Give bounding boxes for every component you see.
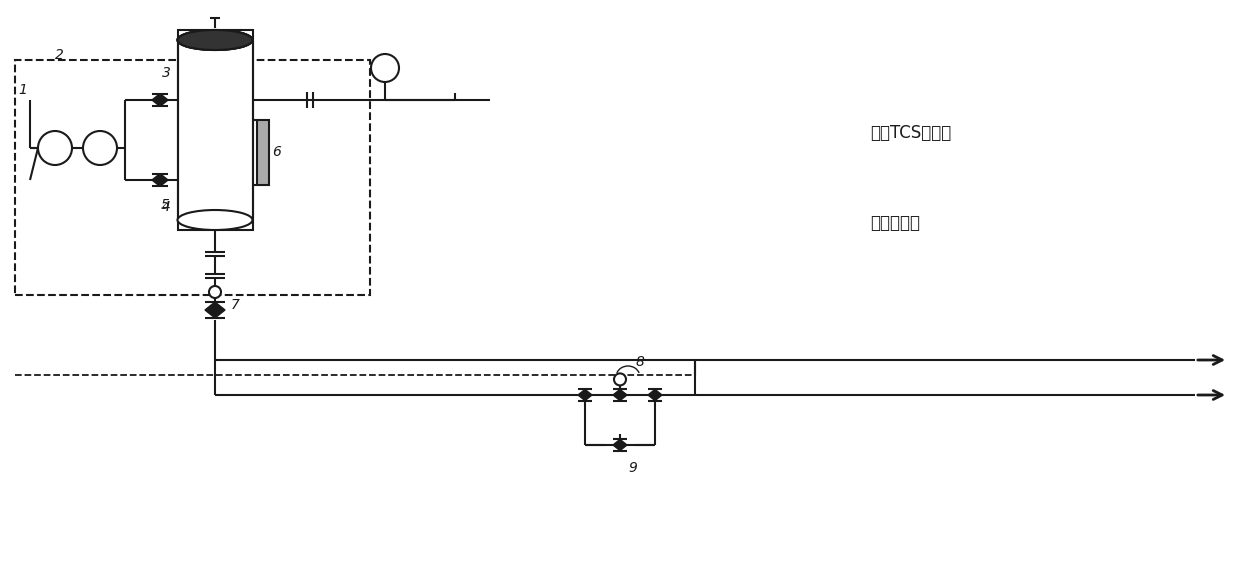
Polygon shape: [205, 302, 215, 318]
Circle shape: [210, 286, 221, 298]
Text: 9: 9: [627, 461, 637, 475]
Circle shape: [614, 373, 626, 386]
Polygon shape: [578, 390, 585, 401]
Circle shape: [38, 131, 72, 165]
Text: 接至凝液罐: 接至凝液罐: [870, 214, 920, 232]
Text: 3: 3: [162, 66, 171, 80]
Text: 6: 6: [273, 145, 281, 159]
Circle shape: [371, 54, 399, 82]
Circle shape: [83, 131, 117, 165]
Ellipse shape: [177, 30, 253, 50]
Text: 5: 5: [161, 198, 170, 212]
Text: 8: 8: [636, 355, 645, 369]
Bar: [15, 60, 370, 295]
Polygon shape: [215, 302, 224, 318]
Polygon shape: [613, 390, 620, 401]
Polygon shape: [160, 93, 167, 106]
Ellipse shape: [177, 30, 253, 50]
Polygon shape: [160, 173, 167, 186]
Text: 4: 4: [162, 200, 171, 214]
Ellipse shape: [177, 30, 253, 50]
Polygon shape: [153, 93, 160, 106]
Bar: [257, 120, 269, 185]
Text: 2: 2: [55, 48, 64, 62]
Text: 1: 1: [19, 83, 27, 97]
Polygon shape: [649, 390, 655, 401]
Polygon shape: [153, 173, 160, 186]
Polygon shape: [585, 390, 591, 401]
Bar: [177, 30, 253, 230]
Ellipse shape: [177, 210, 253, 230]
Text: 7: 7: [231, 298, 239, 312]
Polygon shape: [620, 439, 627, 450]
Polygon shape: [620, 390, 627, 401]
Polygon shape: [655, 390, 662, 401]
Polygon shape: [613, 439, 620, 450]
Text: 接至TCS缓冲罐: 接至TCS缓冲罐: [870, 124, 951, 142]
